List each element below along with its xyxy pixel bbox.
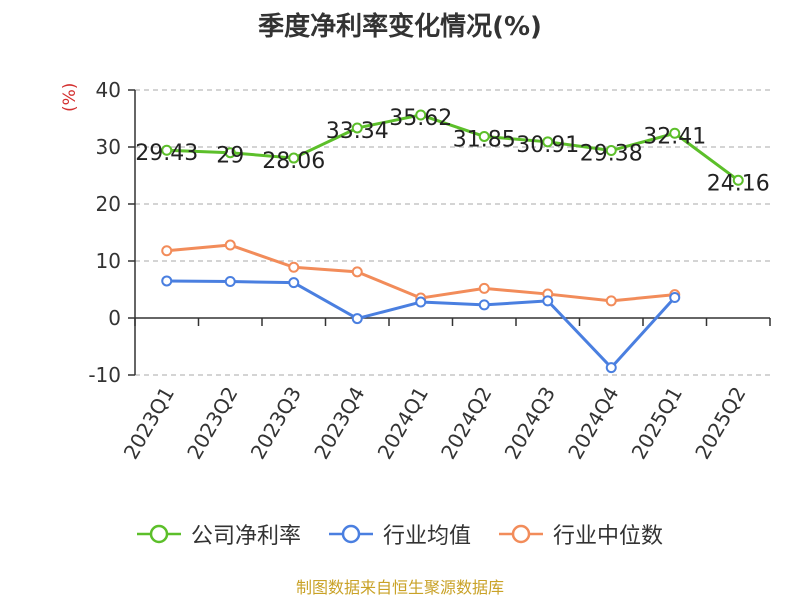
data-point — [351, 266, 363, 278]
data-point — [732, 174, 744, 186]
data-point — [415, 109, 427, 121]
data-point — [288, 152, 300, 164]
chart-title: 季度净利率变化情况(%) — [258, 12, 542, 42]
x-tick-label: 2025Q2 — [690, 383, 750, 464]
data-label: 29 — [216, 144, 244, 169]
data-point — [605, 145, 617, 157]
legend: 公司净利率 行业均值 行业中位数 — [0, 518, 800, 550]
series-line — [166, 113, 740, 182]
y-tick-label: 30 — [96, 135, 121, 159]
data-point — [351, 122, 363, 134]
data-point — [605, 295, 617, 307]
data-label: 29.43 — [135, 141, 198, 166]
y-tick-label: -10 — [88, 363, 121, 387]
x-tick-label: 2023Q2 — [182, 383, 242, 464]
data-label: 28.06 — [262, 149, 325, 174]
legend-marker-icon — [328, 524, 373, 544]
data-point — [669, 291, 681, 303]
legend-item-industry-median[interactable]: 行业中位数 — [499, 518, 663, 550]
legend-marker-icon — [136, 524, 181, 544]
data-point — [224, 239, 236, 251]
y-tick-label: 10 — [96, 249, 121, 273]
x-tick-label: 2024Q3 — [500, 383, 560, 464]
x-tick-label: 2024Q4 — [563, 383, 623, 464]
legend-label: 行业均值 — [382, 524, 471, 549]
data-label: 29.38 — [580, 142, 643, 167]
data-point — [288, 277, 300, 289]
data-label: 35.62 — [389, 106, 452, 131]
data-label: 33.34 — [326, 119, 389, 144]
data-point — [415, 296, 427, 308]
data-point — [224, 147, 236, 159]
data-point — [669, 127, 681, 139]
data-point — [161, 144, 173, 156]
data-point — [478, 299, 490, 311]
data-point — [542, 136, 554, 148]
data-point — [605, 362, 617, 374]
data-label: 24.16 — [707, 171, 770, 196]
y-tick-label: 20 — [96, 192, 121, 216]
legend-item-industry-mean[interactable]: 行业均值 — [328, 518, 471, 550]
data-label: 31.85 — [453, 127, 516, 152]
data-point — [224, 276, 236, 288]
x-tick-label: 2023Q1 — [119, 383, 179, 464]
y-tick-label: 40 — [96, 78, 121, 102]
x-tick-label: 2023Q4 — [309, 383, 369, 464]
legend-label: 公司净利率 — [190, 524, 301, 549]
data-point — [478, 130, 490, 142]
data-point — [161, 245, 173, 257]
series-line — [166, 243, 675, 303]
legend-item-company[interactable]: 公司净利率 — [136, 518, 301, 550]
y-tick-label: 0 — [108, 306, 121, 330]
legend-label: 行业中位数 — [553, 524, 664, 549]
data-point — [288, 261, 300, 273]
data-label: 30.91 — [516, 133, 579, 158]
data-source: 制图数据来自恒生聚源数据库 — [295, 578, 504, 597]
data-point — [478, 282, 490, 294]
x-tick-label: 2023Q3 — [246, 383, 306, 464]
data-point — [542, 295, 554, 307]
data-point — [161, 275, 173, 287]
x-tick-label: 2025Q1 — [627, 383, 687, 464]
x-tick-label: 2024Q2 — [436, 383, 496, 464]
x-tick-label: 2024Q1 — [373, 383, 433, 464]
data-label: 32.41 — [643, 124, 706, 149]
legend-marker-icon — [499, 524, 543, 544]
data-point — [351, 313, 363, 325]
